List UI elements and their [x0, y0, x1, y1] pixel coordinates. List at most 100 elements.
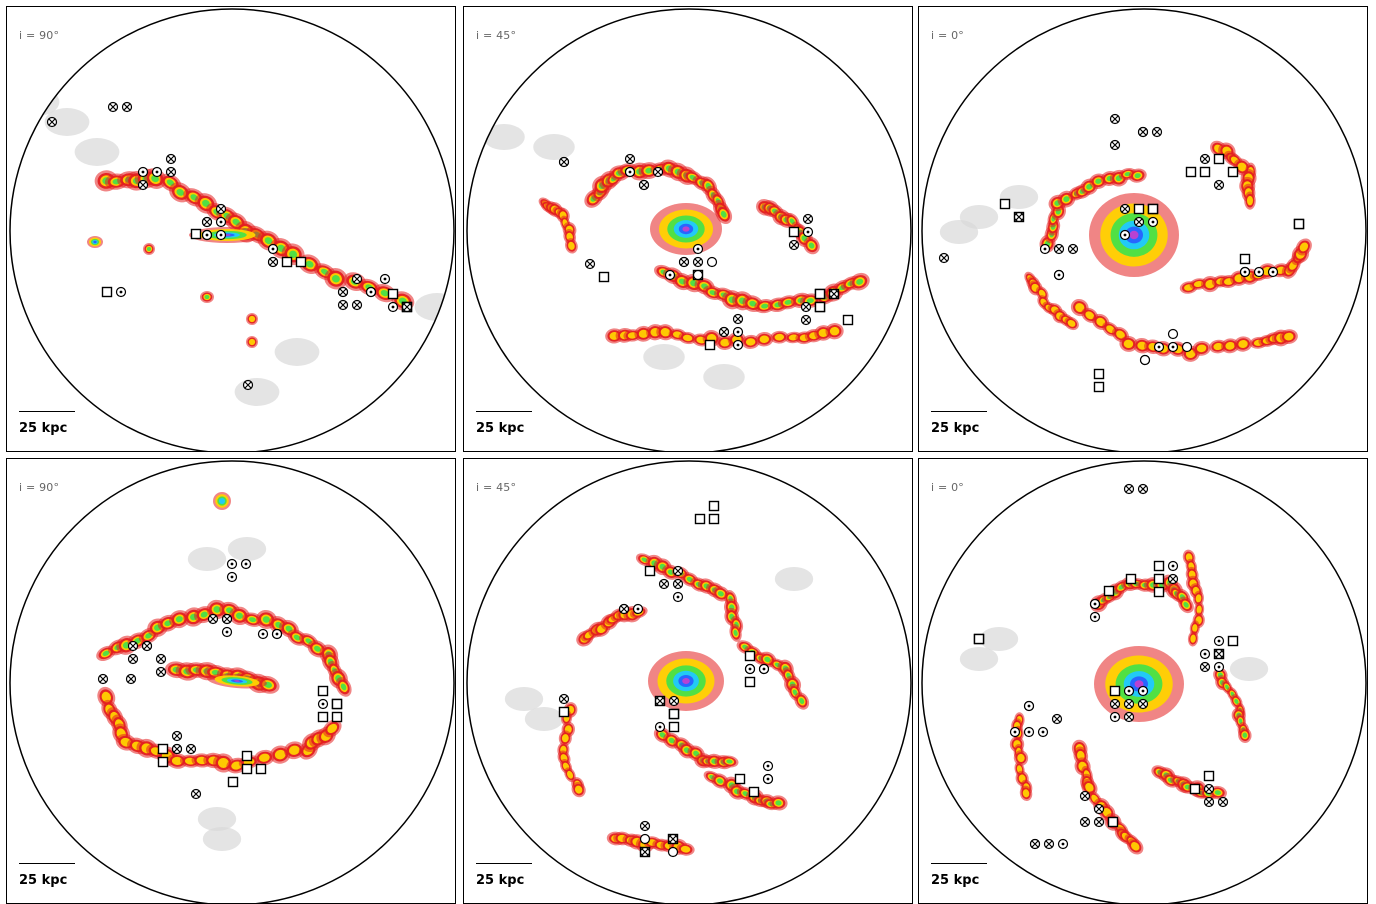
circle-x-marker: [155, 653, 167, 665]
circle-dot-marker: [1199, 648, 1211, 660]
circle-x-marker: [351, 299, 363, 311]
square-marker: [1227, 635, 1239, 647]
square-marker: [241, 750, 253, 762]
circle-x-marker: [718, 326, 730, 338]
circle-dot-marker: [1239, 266, 1251, 278]
diffuse-emission: [774, 567, 814, 591]
circle-x-marker: [788, 239, 800, 251]
square-marker: [317, 685, 329, 697]
square-marker: [255, 763, 267, 775]
square-marker: [1125, 573, 1137, 585]
circle-dot-marker: [1023, 700, 1035, 712]
inclination-label: i = 90°: [19, 29, 60, 42]
square-marker: [157, 756, 169, 768]
circle-x-marker: [1217, 796, 1229, 808]
circle-x-marker: [155, 666, 167, 678]
circle-dot-marker: [215, 216, 227, 228]
circle-x-marker: [584, 258, 596, 270]
circle-x-marker: [1119, 203, 1131, 215]
emission-clump: [307, 640, 328, 658]
scale-bar: [19, 411, 75, 412]
circle-dot-marker: [692, 243, 704, 255]
circle-dot-marker: [365, 286, 377, 298]
circle-x-marker: [624, 153, 636, 165]
circle-x-marker: [1079, 790, 1091, 802]
aperture-circle: [9, 8, 455, 451]
diffuse-emission: [533, 134, 575, 160]
circle-x-marker: [732, 313, 744, 325]
emission-clump: [1178, 596, 1194, 614]
circle-dot-marker: [624, 166, 636, 178]
circle-x-marker: [337, 299, 349, 311]
square-marker: [668, 708, 680, 720]
circle-x-marker: [190, 788, 202, 800]
emission-clump: [246, 313, 258, 325]
aperture-circle: [921, 8, 1367, 451]
square-marker: [744, 650, 756, 662]
inclination-label: i = 45°: [476, 481, 517, 494]
emission-clump: [1081, 307, 1099, 323]
circle-dot-marker: [732, 326, 744, 338]
diffuse-emission: [414, 293, 454, 321]
circle-x-marker: [828, 288, 840, 300]
emission-clump: [729, 623, 742, 642]
circle-x-marker: [1079, 816, 1091, 828]
emission-clump: [803, 236, 820, 255]
emission-clump: [1295, 238, 1312, 256]
square-marker: [157, 743, 169, 755]
circle-x-marker: [938, 252, 950, 264]
diffuse-emission: [524, 707, 564, 731]
emission-clump: [741, 334, 760, 349]
circle-x-marker: [672, 565, 684, 577]
circle-dot-marker: [137, 166, 149, 178]
circle-x-marker: [668, 695, 680, 707]
circle-x-marker: [802, 213, 814, 225]
emission-clump: [1127, 838, 1144, 855]
circle-x-marker: [1167, 573, 1179, 585]
emission-clump: [254, 749, 275, 766]
circle-dot-marker: [221, 626, 233, 638]
square-marker: [1227, 166, 1239, 178]
circle-x-marker: [618, 603, 630, 615]
circle-dot-marker: [1137, 685, 1149, 697]
circle-marker: [692, 269, 704, 281]
circle-x-marker: [121, 101, 133, 113]
scale-bar-label: 25 kpc: [476, 421, 525, 436]
emission-clump: [1013, 750, 1029, 766]
circle-dot-marker: [758, 663, 770, 675]
circle-x-marker: [800, 301, 812, 313]
emission-clump: [849, 272, 870, 291]
circle-x-marker: [125, 673, 137, 685]
square-marker: [558, 706, 570, 718]
circle-dot-marker: [664, 269, 676, 281]
emission-clump: [648, 651, 724, 711]
square-marker: [1189, 783, 1201, 795]
emission-clump: [283, 741, 305, 760]
circle-dot-marker: [226, 571, 238, 583]
square-marker: [668, 721, 680, 733]
circle-dot-marker: [1039, 243, 1051, 255]
circle-marker: [1167, 328, 1179, 340]
square-marker: [1199, 166, 1211, 178]
emission-clump: [564, 767, 576, 783]
scale-bar-label: 25 kpc: [931, 873, 980, 888]
square-marker: [708, 513, 720, 525]
circle-x-marker: [1123, 483, 1135, 495]
circle-x-marker: [401, 301, 413, 313]
square-marker: [241, 763, 253, 775]
circle-dot-marker: [1167, 560, 1179, 572]
circle-dot-marker: [226, 558, 238, 570]
circle-x-marker: [558, 156, 570, 168]
circle-dot-marker: [151, 166, 163, 178]
aperture-circle: [9, 460, 455, 903]
diffuse-emission: [234, 378, 280, 406]
circle-x-marker: [1029, 838, 1041, 850]
circle-dot-marker: [1213, 635, 1225, 647]
emission-clump: [213, 492, 231, 510]
emission-clump: [1019, 785, 1033, 802]
square-marker: [744, 676, 756, 688]
scale-bar: [19, 863, 75, 864]
emission-clump: [755, 332, 774, 347]
circle-x-marker: [1151, 126, 1163, 138]
emission-clump: [1119, 335, 1138, 352]
